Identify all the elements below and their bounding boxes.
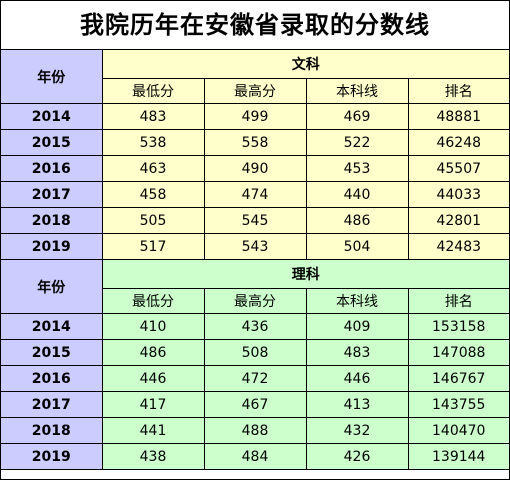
baseline-cell: 413: [305, 391, 409, 418]
max-score-cell: 436: [203, 313, 307, 340]
col-header-max: 最高分: [203, 78, 307, 104]
rank-cell: 143755: [407, 391, 509, 418]
col-header-min: 最低分: [102, 288, 205, 314]
col-header-baseline: 本科线: [305, 288, 409, 314]
table-row: 2014 410 436 409 153158: [1, 313, 509, 340]
min-score-cell: 417: [101, 391, 205, 418]
min-score-cell: 441: [101, 417, 205, 444]
year-cell: 2015: [1, 129, 103, 156]
section-header-row: 年份 理科: [1, 259, 509, 314]
max-score-cell: 543: [203, 233, 307, 260]
max-score-cell: 472: [203, 365, 307, 392]
table-row: 2017 417 467 413 143755: [1, 391, 509, 418]
min-score-cell: 538: [101, 129, 205, 156]
year-cell: 2016: [1, 155, 103, 182]
table-row: 2019 517 543 504 42483: [1, 233, 509, 260]
rank-cell: 48881: [407, 103, 509, 130]
year-cell: 2014: [1, 313, 103, 340]
baseline-cell: 432: [305, 417, 409, 444]
table-row: 2019 438 484 426 139144: [1, 443, 509, 470]
year-cell: 2015: [1, 339, 103, 366]
baseline-cell: 440: [305, 181, 409, 208]
baseline-cell: 522: [305, 129, 409, 156]
section-title-wenke: 文科: [101, 50, 509, 79]
year-cell: 2017: [1, 391, 103, 418]
col-header-rank: 排名: [407, 78, 509, 104]
score-table: 年份 文科 最低分 最高分 本科线 排名 2014 483 499 469 48…: [1, 50, 509, 470]
baseline-cell: 453: [305, 155, 409, 182]
rank-cell: 146767: [407, 365, 509, 392]
table-row: 2015 538 558 522 46248: [1, 129, 509, 156]
col-header-min: 最低分: [102, 78, 205, 104]
rank-cell: 147088: [407, 339, 509, 366]
year-header: 年份: [1, 259, 103, 314]
rank-cell: 45507: [407, 155, 509, 182]
year-cell: 2019: [1, 233, 103, 260]
year-cell: 2018: [1, 207, 103, 234]
min-score-cell: 446: [101, 365, 205, 392]
baseline-cell: 469: [305, 103, 409, 130]
rank-cell: 139144: [407, 443, 509, 470]
baseline-cell: 409: [305, 313, 409, 340]
max-score-cell: 499: [203, 103, 307, 130]
rank-cell: 140470: [407, 417, 509, 444]
table-row: 2016 463 490 453 45507: [1, 155, 509, 182]
year-cell: 2019: [1, 443, 103, 470]
year-cell: 2016: [1, 365, 103, 392]
max-score-cell: 474: [203, 181, 307, 208]
table-row: 2018 505 545 486 42801: [1, 207, 509, 234]
baseline-cell: 486: [305, 207, 409, 234]
table-row: 2016 446 472 446 146767: [1, 365, 509, 392]
col-header-max: 最高分: [203, 288, 307, 314]
min-score-cell: 505: [101, 207, 205, 234]
col-header-rank: 排名: [407, 288, 509, 314]
table-row: 2018 441 488 432 140470: [1, 417, 509, 444]
baseline-cell: 426: [305, 443, 409, 470]
rank-cell: 153158: [407, 313, 509, 340]
min-score-cell: 438: [101, 443, 205, 470]
baseline-cell: 504: [305, 233, 409, 260]
min-score-cell: 483: [101, 103, 205, 130]
max-score-cell: 558: [203, 129, 307, 156]
baseline-cell: 446: [305, 365, 409, 392]
min-score-cell: 517: [101, 233, 205, 260]
max-score-cell: 545: [203, 207, 307, 234]
year-cell: 2017: [1, 181, 103, 208]
page-title: 我院历年在安徽省录取的分数线: [1, 1, 509, 50]
max-score-cell: 467: [203, 391, 307, 418]
max-score-cell: 508: [203, 339, 307, 366]
year-cell: 2014: [1, 103, 103, 130]
table-row: 2014 483 499 469 48881: [1, 103, 509, 130]
section-header-row: 年份 文科: [1, 50, 509, 104]
column-header-row: 最低分 最高分 本科线 排名: [1, 288, 509, 314]
min-score-cell: 458: [101, 181, 205, 208]
max-score-cell: 490: [203, 155, 307, 182]
year-header: 年份: [1, 50, 103, 104]
max-score-cell: 484: [203, 443, 307, 470]
table-row: 2017 458 474 440 44033: [1, 181, 509, 208]
rank-cell: 46248: [407, 129, 509, 156]
rank-cell: 42483: [407, 233, 509, 260]
min-score-cell: 410: [101, 313, 205, 340]
baseline-cell: 483: [305, 339, 409, 366]
table-row: 2015 486 508 483 147088: [1, 339, 509, 366]
rank-cell: 42801: [407, 207, 509, 234]
rank-cell: 44033: [407, 181, 509, 208]
year-cell: 2018: [1, 417, 103, 444]
max-score-cell: 488: [203, 417, 307, 444]
section-title-like: 理科: [101, 259, 509, 289]
min-score-cell: 463: [101, 155, 205, 182]
col-header-baseline: 本科线: [305, 78, 409, 104]
min-score-cell: 486: [101, 339, 205, 366]
